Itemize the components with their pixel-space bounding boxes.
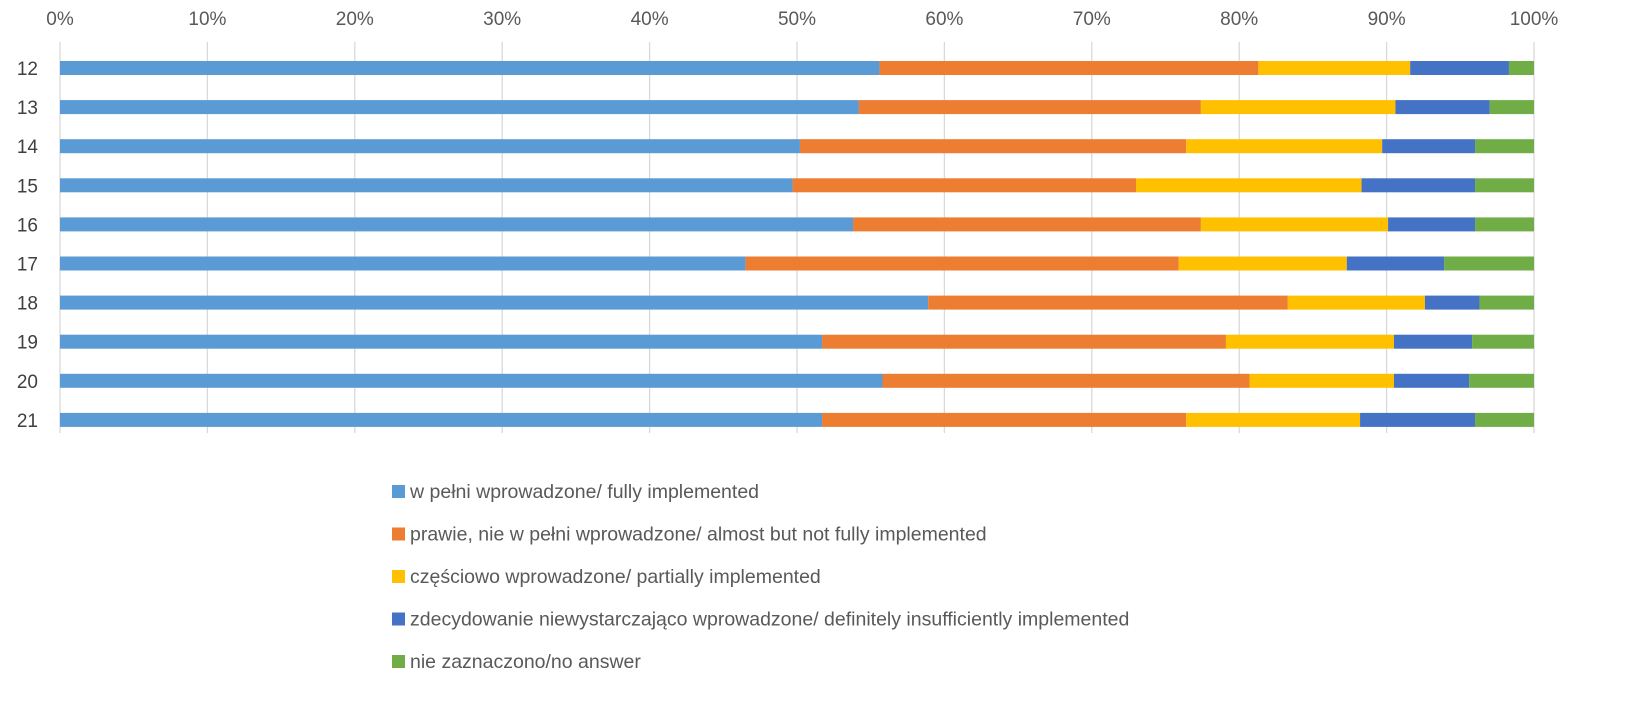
bar-segment [822, 412, 1187, 427]
bar-segment [60, 139, 800, 154]
x-tick-label: 40% [631, 9, 669, 30]
bar-segment [60, 178, 793, 193]
bar-segment [60, 334, 823, 349]
bar-segment [60, 61, 880, 75]
bar-segment [1388, 217, 1476, 232]
y-category-label: 17 [17, 255, 38, 276]
bar-segment [1424, 295, 1480, 310]
legend-item: częściowo wprowadzone/ partially impleme… [392, 566, 821, 588]
y-category-label: 20 [17, 372, 38, 393]
y-category-label: 18 [17, 294, 38, 315]
bar-segment [60, 295, 929, 310]
y-category-label: 19 [17, 333, 38, 354]
x-tick-label: 10% [188, 9, 226, 30]
bar-segment [1475, 217, 1534, 232]
bar-segment [799, 139, 1187, 154]
bar-segment [1393, 334, 1473, 349]
bar-segment [1361, 178, 1476, 193]
legend: w pełni wprowadzone/ fully implemented pr… [392, 481, 1129, 673]
bar-segment [1475, 412, 1534, 427]
bar-segment [1200, 100, 1396, 115]
legend-label: prawie, nie w pełni wprowadzone/ almost … [410, 524, 987, 546]
bar-segment [1346, 256, 1445, 271]
bar-segment [928, 295, 1288, 310]
x-tick-label: 20% [336, 9, 374, 30]
bar-segment [745, 256, 1179, 271]
bar-segment [1469, 373, 1534, 388]
bar-segment [1444, 256, 1534, 271]
x-tick-label: 80% [1220, 9, 1258, 30]
x-axis-tick-labels: 0% 10% 20% 30% 40% 50% 60% 70% 80% 90% 100% [46, 9, 1558, 30]
y-category-label: 15 [17, 176, 38, 197]
bar-segment [1225, 334, 1394, 349]
bar-segment [1258, 61, 1411, 75]
x-tick-label: 70% [1073, 9, 1111, 30]
legend-item: w pełni wprowadzone/ fully implemented [392, 481, 759, 503]
bar-segment [1287, 295, 1425, 310]
bar-segment [853, 217, 1201, 232]
y-category-label: 16 [17, 215, 38, 236]
bar-segment [1508, 61, 1534, 75]
legend-item: prawie, nie w pełni wprowadzone/ almost … [392, 524, 987, 546]
legend-swatch [392, 570, 405, 583]
legend-item: nie zaznaczono/no answer [392, 651, 641, 673]
bar-segment [792, 178, 1137, 193]
legend-label: w pełni wprowadzone/ fully implemented [409, 481, 759, 503]
x-tick-label: 60% [925, 9, 963, 30]
y-axis-category-labels: 12 13 14 15 16 17 18 19 20 21 [17, 59, 39, 432]
bar-segment [1178, 256, 1347, 271]
legend-swatch [392, 485, 405, 498]
bar-segment [60, 412, 823, 427]
x-tick-label: 30% [483, 9, 521, 30]
bar-segment [1393, 373, 1470, 388]
bars [60, 61, 1534, 427]
bar-segment [822, 334, 1226, 349]
x-tick-label: 100% [1510, 9, 1559, 30]
x-tick-label: 50% [778, 9, 816, 30]
y-category-label: 14 [17, 137, 39, 158]
bar-segment [1479, 295, 1534, 310]
x-tick-label: 90% [1368, 9, 1406, 30]
y-category-label: 13 [17, 98, 38, 119]
y-category-label: 21 [17, 411, 38, 432]
bar-segment [879, 61, 1259, 75]
bar-segment [1186, 412, 1361, 427]
bar-segment [60, 373, 883, 388]
legend-label: zdecydowanie niewystarczająco wprowadzon… [410, 609, 1129, 631]
legend-swatch [392, 655, 405, 668]
y-category-label: 12 [17, 59, 38, 80]
legend-item: zdecydowanie niewystarczająco wprowadzon… [392, 609, 1129, 631]
legend-label: nie zaznaczono/no answer [410, 651, 641, 673]
bar-segment [1249, 373, 1394, 388]
legend-swatch [392, 527, 405, 541]
bar-segment [60, 217, 854, 232]
bar-segment [1200, 217, 1389, 232]
bar-segment [60, 100, 859, 115]
bar-segment [1360, 412, 1476, 427]
x-tick-label: 0% [46, 9, 74, 30]
bar-segment [1395, 100, 1490, 115]
bar-segment [1382, 139, 1476, 154]
legend-swatch [392, 612, 405, 626]
bar-segment [1475, 178, 1534, 193]
bar-segment [60, 256, 746, 271]
bar-segment [1489, 100, 1534, 115]
bar-segment [1136, 178, 1362, 193]
bar-segment [1475, 139, 1534, 154]
bar-segment [1186, 139, 1383, 154]
bar-segment [882, 373, 1250, 388]
legend-label: częściowo wprowadzone/ partially impleme… [410, 566, 821, 588]
bar-segment [858, 100, 1201, 115]
bar-segment [1410, 61, 1509, 75]
bar-segment [1472, 334, 1534, 349]
